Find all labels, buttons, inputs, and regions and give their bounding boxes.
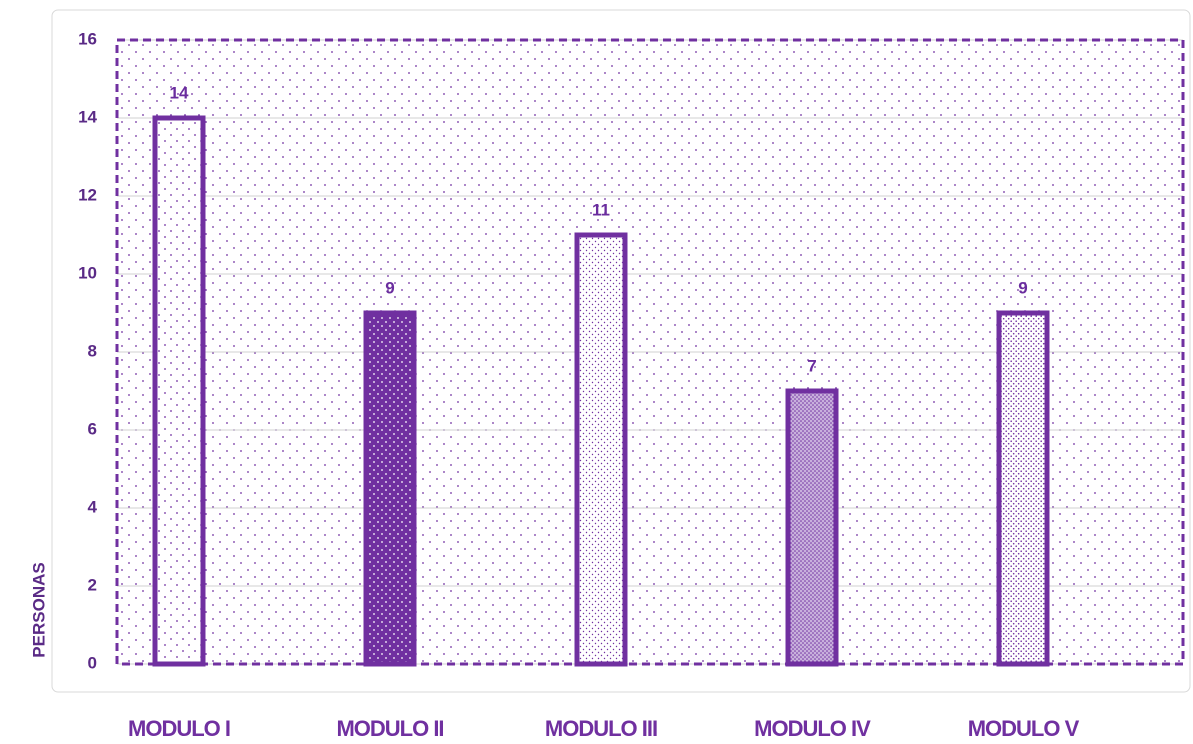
y-tick-label: 10	[78, 263, 97, 282]
y-tick-label: 16	[78, 29, 97, 48]
y-tick-label: 0	[88, 653, 97, 672]
bar	[785, 388, 839, 667]
y-tick-label: 4	[88, 497, 98, 516]
plot-border	[115, 38, 1185, 666]
y-tick-label: 8	[88, 341, 97, 360]
y-tick-label: 12	[78, 185, 97, 204]
data-label: 9	[385, 278, 394, 297]
y-tick-label: 2	[88, 575, 97, 594]
data-label: 11	[592, 200, 610, 219]
y-tick-label: 14	[78, 107, 97, 126]
x-tick-label: MODULO V	[968, 716, 1080, 741]
bar	[996, 310, 1050, 667]
bar	[152, 115, 206, 667]
data-label: 14	[170, 83, 189, 102]
bar	[574, 232, 628, 667]
data-label: 7	[807, 356, 816, 375]
x-tick-label: MODULO IV	[754, 716, 871, 741]
y-tick-label: 6	[88, 419, 97, 438]
x-tick-label: MODULO I	[128, 716, 230, 741]
data-label: 9	[1018, 278, 1027, 297]
bar	[363, 310, 417, 667]
x-tick-label: MODULO II	[336, 716, 443, 741]
x-tick-label: MODULO III	[545, 716, 657, 741]
y-axis-label: PERSONAS	[29, 562, 48, 657]
